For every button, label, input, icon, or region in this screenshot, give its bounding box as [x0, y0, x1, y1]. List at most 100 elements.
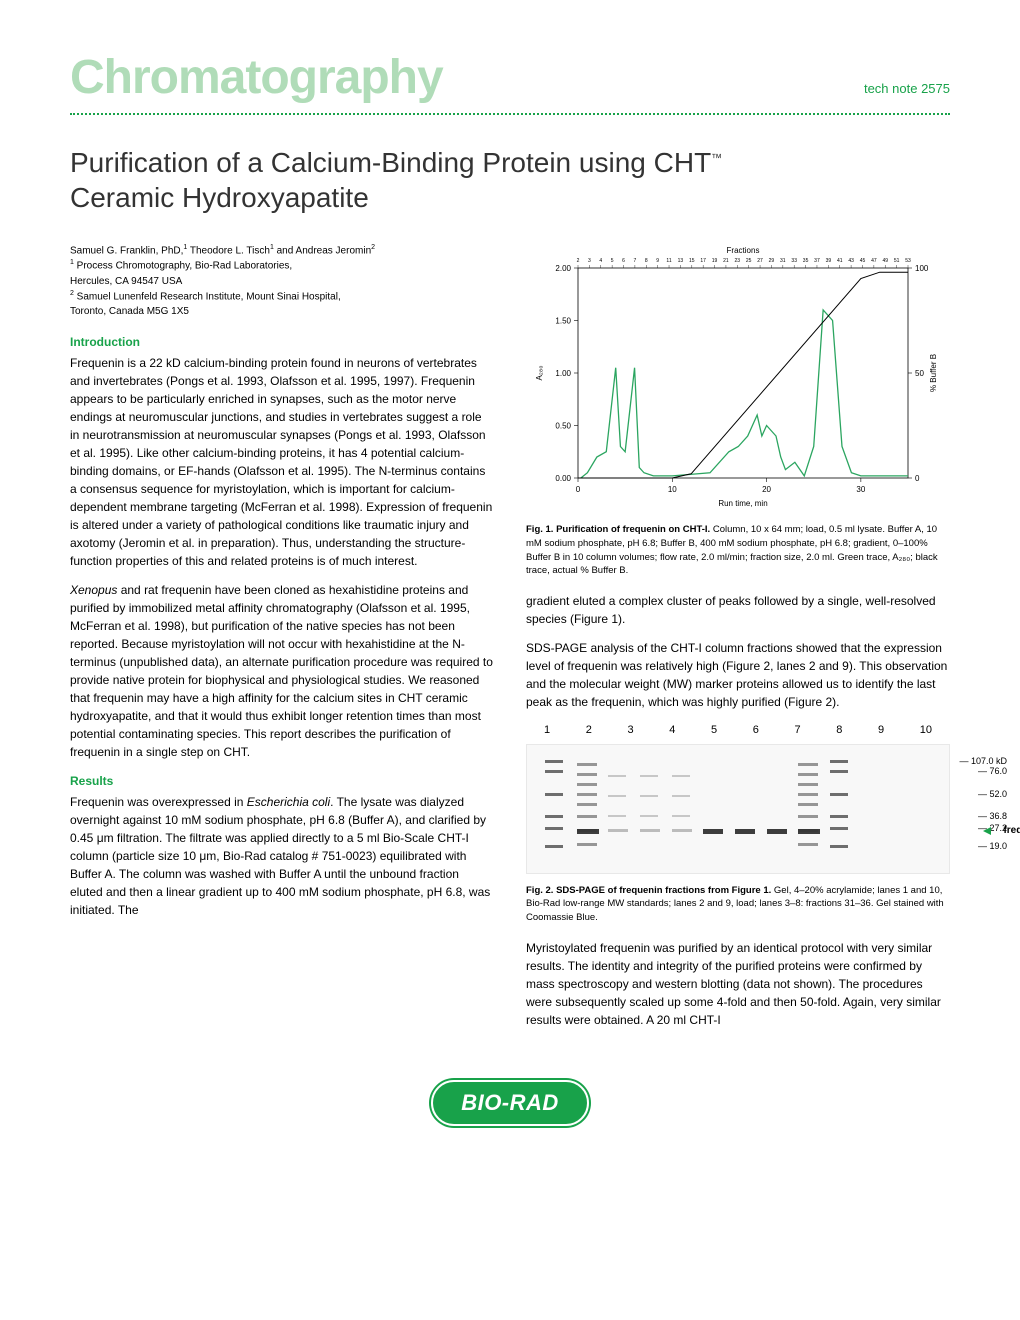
lane-number: 3: [628, 722, 634, 739]
left-column: Samuel G. Franklin, PhD,1 Theodore L. Ti…: [70, 243, 494, 1040]
svg-text:39: 39: [826, 258, 832, 264]
lane-number: 10: [920, 722, 932, 739]
svg-text:4: 4: [599, 258, 602, 264]
affiliation: Process Chromotography, Bio-Rad Laborato…: [74, 261, 292, 272]
lane-number: 2: [586, 722, 592, 739]
figure-1-caption: Fig. 1. Purification of frequenin on CHT…: [526, 523, 950, 578]
svg-text:50: 50: [915, 369, 924, 378]
paragraph: gradient eluted a complex cluster of pea…: [526, 592, 950, 628]
svg-text:1.50: 1.50: [555, 317, 571, 326]
svg-text:17: 17: [700, 258, 706, 264]
lane-number: 5: [711, 722, 717, 739]
trademark: ™: [711, 153, 722, 165]
lane-number: 9: [878, 722, 884, 739]
article-title: Purification of a Calcium-Binding Protei…: [70, 145, 950, 215]
svg-text:41: 41: [837, 258, 843, 264]
author-name: Samuel G. Franklin, PhD,: [70, 245, 183, 256]
svg-text:47: 47: [871, 258, 877, 264]
svg-text:21: 21: [723, 258, 729, 264]
caption-bold: Fig. 1. Purification of frequenin on CHT…: [526, 524, 710, 535]
right-column: 01020300.000.501.001.502.000501002345678…: [526, 243, 950, 1040]
svg-text:20: 20: [762, 485, 771, 494]
svg-text:11: 11: [666, 258, 671, 264]
svg-text:9: 9: [656, 258, 659, 264]
svg-text:2: 2: [577, 258, 580, 264]
svg-text:15: 15: [689, 258, 695, 264]
author-name: Theodore L. Tisch: [187, 245, 270, 256]
lane-number: 4: [669, 722, 675, 739]
svg-text:23: 23: [735, 258, 741, 264]
chromatogram-svg: 01020300.000.501.001.502.000501002345678…: [526, 243, 950, 513]
svg-text:7: 7: [634, 258, 637, 264]
italic-term: Xenopus: [70, 583, 117, 597]
figure-2-gel: 1 2 3 4 5 6 7 8 9 10 — 107.0 kD— 76.0— 52.0— 36.8…: [526, 722, 950, 874]
paragraph: Frequenin is a 22 kD calcium-binding pro…: [70, 354, 494, 570]
mw-marker-label: — 52.0: [978, 788, 1007, 802]
author-name: and Andreas Jeromin: [274, 245, 371, 256]
svg-text:27: 27: [757, 258, 763, 264]
figure-2-caption: Fig. 2. SDS-PAGE of frequenin fractions …: [526, 884, 950, 925]
frequenin-label: frequenin: [1003, 823, 1020, 838]
title-main: Purification of a Calcium-Binding Protei…: [70, 147, 711, 178]
author-block: Samuel G. Franklin, PhD,1 Theodore L. Ti…: [70, 243, 494, 319]
gel-lane-numbers: 1 2 3 4 5 6 7 8 9 10: [526, 722, 950, 739]
paragraph-text: . The lysate was dialyzed overnight agai…: [70, 795, 490, 917]
biorad-logo: BIO-RAD: [431, 1080, 589, 1126]
svg-text:45: 45: [860, 258, 866, 264]
paragraph: Myristoylated frequenin was purified by …: [526, 939, 950, 1029]
caption-bold: Fig. 2. SDS-PAGE of frequenin fractions …: [526, 885, 771, 896]
svg-text:25: 25: [746, 258, 752, 264]
svg-text:33: 33: [791, 258, 797, 264]
svg-text:100: 100: [915, 264, 929, 273]
title-sub: Ceramic Hydroxyapatite: [70, 182, 369, 213]
svg-text:43: 43: [848, 258, 854, 264]
paragraph: Frequenin was overexpressed in Escherich…: [70, 793, 494, 919]
svg-text:A₂₈₀: A₂₈₀: [535, 365, 544, 380]
svg-text:% Buffer B: % Buffer B: [929, 354, 938, 392]
svg-text:0.50: 0.50: [555, 422, 571, 431]
svg-text:49: 49: [882, 258, 888, 264]
svg-text:Run time, min: Run time, min: [718, 499, 767, 508]
affiliation: Toronto, Canada M5G 1X5: [70, 306, 189, 317]
paragraph: SDS-PAGE analysis of the CHT-I column fr…: [526, 639, 950, 711]
svg-text:0: 0: [915, 474, 920, 483]
lane-number: 7: [795, 722, 801, 739]
page-header: Chromatography: [70, 50, 443, 105]
arrow-icon: [983, 827, 991, 835]
svg-text:29: 29: [769, 258, 775, 264]
tech-note-number: tech note 2575: [864, 81, 950, 96]
paragraph-text: Frequenin was overexpressed in: [70, 795, 247, 809]
svg-text:Fractions: Fractions: [727, 246, 760, 255]
svg-text:31: 31: [780, 258, 786, 264]
svg-text:51: 51: [894, 258, 900, 264]
affiliation: Hercules, CA 94547 USA: [70, 276, 182, 287]
svg-text:0: 0: [576, 485, 581, 494]
svg-text:53: 53: [905, 258, 911, 264]
svg-text:0.00: 0.00: [555, 474, 571, 483]
figure-1-chart: 01020300.000.501.001.502.000501002345678…: [526, 243, 950, 513]
paragraph: Xenopus and rat frequenin have been clon…: [70, 581, 494, 761]
svg-text:5: 5: [611, 258, 614, 264]
svg-text:19: 19: [712, 258, 718, 264]
svg-text:35: 35: [803, 258, 809, 264]
section-heading-introduction: Introduction: [70, 333, 494, 351]
lane-number: 1: [544, 722, 550, 739]
italic-term: Escherichia coli: [247, 795, 330, 809]
lane-number: 8: [836, 722, 842, 739]
svg-text:2.00: 2.00: [555, 264, 571, 273]
svg-text:37: 37: [814, 258, 820, 264]
paragraph-text: and rat frequenin have been cloned as he…: [70, 583, 493, 759]
svg-text:8: 8: [645, 258, 648, 264]
logo-container: BIO-RAD: [70, 1080, 950, 1126]
section-heading-results: Results: [70, 772, 494, 790]
lane-number: 6: [753, 722, 759, 739]
svg-text:1.00: 1.00: [555, 369, 571, 378]
svg-text:6: 6: [622, 258, 625, 264]
divider: [70, 113, 950, 115]
svg-text:3: 3: [588, 258, 591, 264]
mw-marker-label: — 19.0: [978, 840, 1007, 854]
svg-text:30: 30: [856, 485, 865, 494]
gel-image: — 107.0 kD— 76.0— 52.0— 36.8— 27.2— 19.0…: [526, 744, 950, 874]
mw-marker-label: — 76.0: [978, 765, 1007, 779]
svg-text:10: 10: [668, 485, 677, 494]
